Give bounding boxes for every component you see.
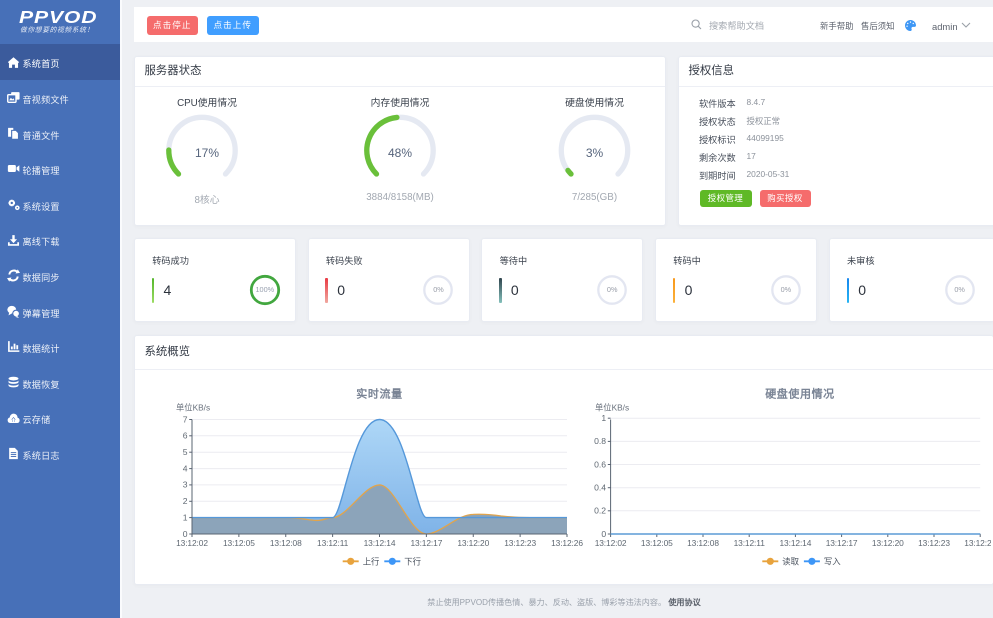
svg-text:0: 0 <box>601 529 606 539</box>
svg-text:13:12:02: 13:12:02 <box>595 538 627 548</box>
svg-text:读取: 读取 <box>782 556 799 566</box>
svg-text:5: 5 <box>183 447 188 457</box>
svg-text:3: 3 <box>183 480 188 490</box>
svg-text:13:12:05: 13:12:05 <box>223 538 255 548</box>
svg-text:13:12:11: 13:12:11 <box>734 538 766 548</box>
svg-text:2: 2 <box>183 496 188 506</box>
svg-text:上行: 上行 <box>363 556 380 566</box>
svg-text:7: 7 <box>183 414 188 424</box>
svg-text:13:12:14: 13:12:14 <box>364 538 396 548</box>
svg-text:0.6: 0.6 <box>594 459 606 469</box>
svg-text:单位KB/s: 单位KB/s <box>176 403 210 413</box>
svg-text:13:12:08: 13:12:08 <box>270 538 302 548</box>
svg-text:13:12:20: 13:12:20 <box>872 538 904 548</box>
svg-text:实时流量: 实时流量 <box>356 387 402 401</box>
svg-text:4: 4 <box>183 463 188 473</box>
svg-text:13:12:08: 13:12:08 <box>687 538 719 548</box>
svg-text:13:12:17: 13:12:17 <box>410 538 442 548</box>
svg-text:6: 6 <box>183 431 188 441</box>
svg-text:0.4: 0.4 <box>594 483 606 493</box>
svg-text:下行: 下行 <box>404 556 421 566</box>
svg-text:13:12:02: 13:12:02 <box>176 538 208 548</box>
svg-text:13:12:23: 13:12:23 <box>918 538 950 548</box>
svg-text:1: 1 <box>601 413 606 423</box>
svg-text:13:12:23: 13:12:23 <box>504 538 536 548</box>
svg-text:13:12:17: 13:12:17 <box>826 538 858 548</box>
svg-text:硬盘使用情况: 硬盘使用情况 <box>765 387 835 401</box>
svg-text:13:12:26: 13:12:26 <box>551 538 583 548</box>
svg-text:13:12:14: 13:12:14 <box>779 538 811 548</box>
svg-text:0.2: 0.2 <box>594 506 606 516</box>
svg-text:单位KB/s: 单位KB/s <box>595 403 629 413</box>
svg-text:0.8: 0.8 <box>594 436 606 446</box>
svg-text:13:12:20: 13:12:20 <box>457 538 489 548</box>
svg-text:13:12:05: 13:12:05 <box>641 538 673 548</box>
svg-text:13:12:26: 13:12:26 <box>964 538 991 548</box>
svg-text:1: 1 <box>183 512 188 522</box>
svg-text:写入: 写入 <box>824 556 841 566</box>
svg-text:13:12:11: 13:12:11 <box>317 538 349 548</box>
svg-text:0: 0 <box>183 529 188 539</box>
